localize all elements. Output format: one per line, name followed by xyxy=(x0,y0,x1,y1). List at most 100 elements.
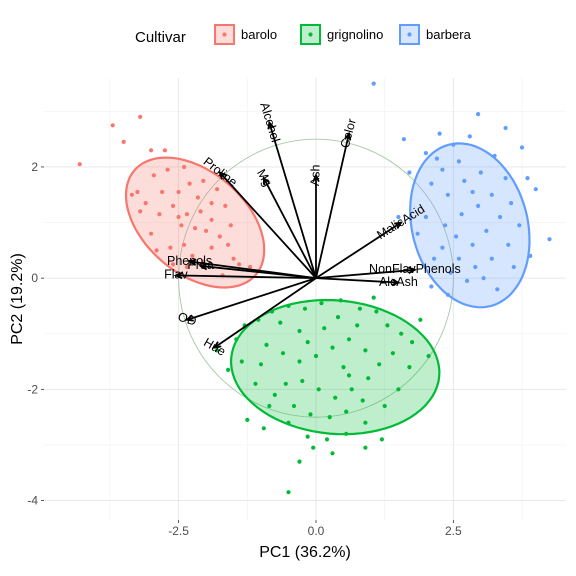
point-grignolino xyxy=(385,323,390,328)
legend-key-point-barbera xyxy=(407,32,412,37)
point-barolo xyxy=(182,164,187,170)
var-label-mg: Mg xyxy=(254,167,275,189)
arrowhead-hue xyxy=(212,341,222,349)
point-barolo xyxy=(198,209,203,214)
arrowhead-ash xyxy=(312,173,320,183)
point-grignolino xyxy=(333,395,338,400)
legend-key-point-barolo xyxy=(222,32,227,37)
point-barolo xyxy=(168,245,173,250)
point-barbera xyxy=(434,156,439,161)
major-gridlines xyxy=(44,78,566,520)
point-barbera xyxy=(503,176,508,181)
point-barolo xyxy=(149,231,154,236)
point-grignolino xyxy=(357,306,362,311)
point-grignolino xyxy=(264,342,269,347)
point-grignolino xyxy=(215,348,220,353)
point-barbera xyxy=(415,231,420,236)
point-barbera xyxy=(533,187,538,192)
point-grignolino xyxy=(253,381,258,386)
point-grignolino xyxy=(407,365,412,370)
point-barolo xyxy=(179,223,184,228)
point-barolo xyxy=(129,192,134,197)
arrowhead-proa xyxy=(198,262,208,271)
point-grignolino xyxy=(302,306,308,311)
point-barbera xyxy=(484,228,489,233)
arrow-alcohol xyxy=(268,122,317,279)
var-label-ash: Ash xyxy=(308,164,323,186)
point-grignolino xyxy=(280,351,286,356)
point-grignolino xyxy=(272,392,277,397)
y-tick-label: -4 xyxy=(27,494,38,508)
legend-title: Cultivar xyxy=(135,29,186,46)
point-barolo xyxy=(226,242,231,247)
point-grignolino xyxy=(344,431,349,436)
point-barolo xyxy=(154,248,159,253)
point-grignolino xyxy=(267,403,272,409)
point-grignolino xyxy=(327,415,332,420)
arrow-color xyxy=(315,133,350,279)
point-barbera xyxy=(470,189,475,195)
point-barolo xyxy=(143,201,148,206)
point-barbera xyxy=(429,284,434,289)
arrowhead-malicacid xyxy=(394,221,404,229)
arrow-proa xyxy=(200,265,317,280)
var-label-od: OD xyxy=(176,310,198,329)
point-grignolino xyxy=(234,337,239,342)
point-barolo xyxy=(231,256,236,261)
point-barbera xyxy=(481,276,486,281)
point-barolo xyxy=(201,178,206,183)
point-grignolino xyxy=(366,376,371,381)
point-grignolino xyxy=(261,426,266,431)
point-barbera xyxy=(371,81,376,86)
point-barolo xyxy=(151,173,156,178)
var-label-phenols: Phenols xyxy=(167,254,212,268)
point-barbera xyxy=(476,203,481,208)
point-barolo xyxy=(138,209,143,214)
y-axis-title: PC2 (19.2%) xyxy=(9,253,26,345)
point-barbera xyxy=(465,278,470,283)
minor-gridlines xyxy=(44,78,566,520)
point-barbera xyxy=(525,176,530,181)
point-barolo xyxy=(184,264,189,270)
var-label-nonflavphenols: NonFlavPhenols xyxy=(369,262,461,276)
point-barbera xyxy=(528,253,533,258)
point-grignolino xyxy=(300,378,305,384)
arrow-hue xyxy=(213,277,317,349)
point-grignolino xyxy=(374,309,379,314)
legend-label-barolo: barolo xyxy=(241,27,277,42)
point-grignolino xyxy=(344,409,349,414)
arrowhead-nonflavphenols xyxy=(407,266,418,274)
point-barbera xyxy=(456,256,461,261)
point-grignolino xyxy=(330,451,335,456)
point-grignolino xyxy=(316,387,321,392)
point-grignolino xyxy=(379,437,384,442)
point-barolo xyxy=(157,212,162,217)
point-barolo xyxy=(248,264,253,270)
ellipse-barolo xyxy=(124,156,266,289)
correlation-circle xyxy=(178,138,454,418)
correlation-circle-layer xyxy=(178,138,454,418)
arrow-mg xyxy=(262,177,317,279)
point-barbera xyxy=(456,159,461,164)
point-barbera xyxy=(459,212,464,217)
point-grignolino xyxy=(338,298,343,303)
point-grignolino xyxy=(335,315,341,320)
point-grignolino xyxy=(226,367,231,372)
point-barolo xyxy=(209,217,214,222)
point-grignolino xyxy=(291,403,297,409)
arrowhead-proline xyxy=(218,170,227,180)
arrowhead-alcash xyxy=(391,278,401,286)
arrowhead-color xyxy=(344,131,352,141)
arrowhead-od xyxy=(184,314,194,322)
point-barbera xyxy=(445,292,450,297)
point-barbera xyxy=(478,170,483,175)
point-barbera xyxy=(473,264,478,270)
var-label-hue: Hue xyxy=(201,335,228,359)
point-grignolino xyxy=(239,359,244,364)
x-axis-title: PC1 (36.2%) xyxy=(259,544,351,561)
point-grignolino xyxy=(313,353,319,359)
x-tick-label: -2.5 xyxy=(168,524,189,538)
point-grignolino xyxy=(283,381,288,386)
